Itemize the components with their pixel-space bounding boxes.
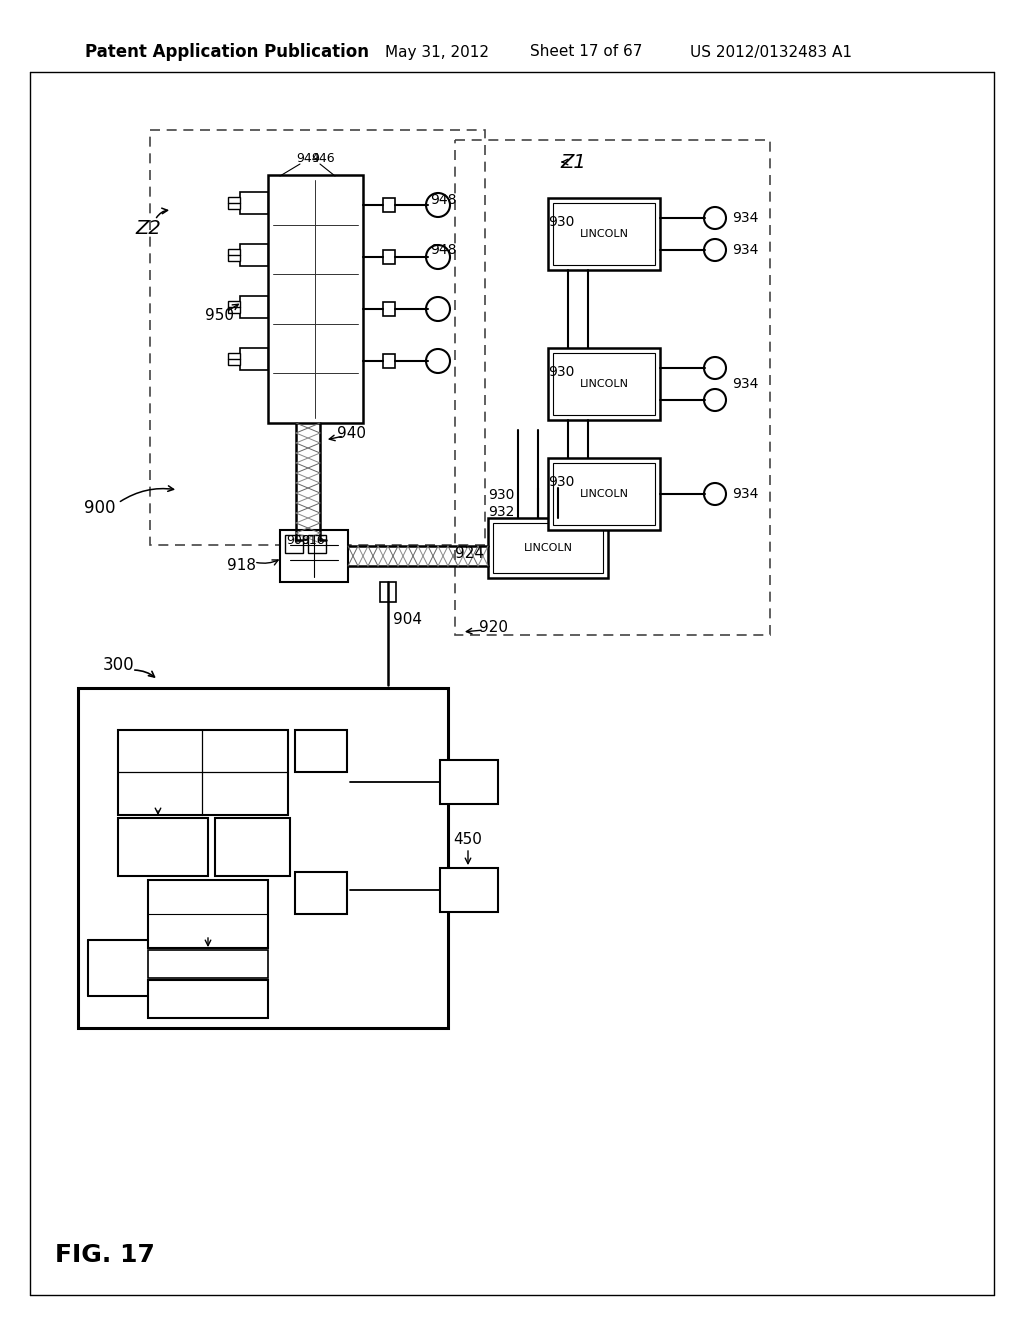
Text: 934: 934 — [732, 243, 759, 257]
Bar — [548, 348, 660, 420]
Bar — [383, 354, 395, 368]
Bar — [118, 818, 208, 876]
Bar — [148, 880, 268, 948]
Text: US 2012/0132483 A1: US 2012/0132483 A1 — [690, 45, 852, 59]
Text: FIG. 17: FIG. 17 — [55, 1243, 155, 1267]
Bar — [493, 523, 603, 573]
Text: 934: 934 — [732, 211, 759, 224]
Text: 908: 908 — [286, 533, 310, 546]
Bar — [440, 760, 498, 804]
Text: 904: 904 — [393, 612, 422, 627]
Bar — [380, 582, 396, 602]
Text: May 31, 2012: May 31, 2012 — [385, 45, 489, 59]
Bar — [295, 730, 347, 772]
Text: LINCOLN: LINCOLN — [580, 228, 629, 239]
Bar — [548, 198, 660, 271]
Bar — [553, 352, 655, 414]
Bar — [553, 203, 655, 265]
Text: 932: 932 — [488, 506, 514, 519]
Text: 900: 900 — [84, 499, 116, 517]
Bar — [228, 352, 240, 366]
Text: 300: 300 — [102, 656, 134, 675]
Bar — [308, 535, 326, 553]
Text: 934: 934 — [732, 378, 759, 391]
Bar — [228, 197, 240, 209]
Text: 950: 950 — [206, 309, 234, 323]
Bar — [383, 302, 395, 315]
Bar — [240, 191, 268, 214]
Text: 946: 946 — [311, 152, 335, 165]
Bar — [383, 249, 395, 264]
Bar — [150, 129, 485, 545]
Text: LINCOLN: LINCOLN — [580, 488, 629, 499]
Circle shape — [705, 239, 726, 261]
Bar — [240, 348, 268, 370]
Circle shape — [705, 389, 726, 411]
Bar — [548, 458, 660, 531]
Bar — [383, 198, 395, 213]
Bar — [228, 301, 240, 313]
Text: 916: 916 — [301, 533, 325, 546]
Bar — [215, 818, 290, 876]
Bar — [228, 249, 240, 261]
Bar — [148, 950, 268, 978]
Bar — [148, 979, 268, 1018]
Text: 944: 944 — [296, 152, 319, 165]
Text: Patent Application Publication: Patent Application Publication — [85, 44, 369, 61]
Text: LINCOLN: LINCOLN — [580, 379, 629, 389]
Circle shape — [426, 348, 450, 374]
Bar — [280, 531, 348, 582]
Text: Sheet 17 of 67: Sheet 17 of 67 — [530, 45, 642, 59]
Text: 948: 948 — [430, 193, 457, 207]
Bar — [78, 688, 449, 1028]
Text: Z1: Z1 — [560, 153, 586, 172]
Text: 930: 930 — [548, 366, 574, 379]
Text: 930: 930 — [548, 475, 574, 488]
Bar — [455, 140, 770, 635]
Circle shape — [705, 356, 726, 379]
Text: 948: 948 — [430, 243, 457, 257]
Bar — [295, 873, 347, 913]
Circle shape — [705, 207, 726, 228]
Text: 930: 930 — [488, 488, 514, 502]
Circle shape — [426, 193, 450, 216]
Bar — [118, 730, 288, 814]
Circle shape — [705, 483, 726, 506]
Bar — [240, 244, 268, 267]
Circle shape — [426, 297, 450, 321]
Text: Z2: Z2 — [135, 219, 161, 238]
Bar — [285, 535, 303, 553]
Bar — [488, 517, 608, 578]
Text: 918: 918 — [227, 558, 256, 573]
Text: 930: 930 — [548, 215, 574, 228]
Bar — [268, 176, 362, 422]
Text: 924: 924 — [456, 545, 484, 561]
Bar — [240, 296, 268, 318]
Text: 934: 934 — [732, 487, 759, 502]
Text: 450: 450 — [454, 833, 482, 847]
Text: 920: 920 — [478, 620, 508, 635]
Circle shape — [426, 246, 450, 269]
Text: 940: 940 — [338, 425, 367, 441]
Bar — [553, 463, 655, 525]
Text: LINCOLN: LINCOLN — [523, 543, 572, 553]
Bar — [440, 869, 498, 912]
